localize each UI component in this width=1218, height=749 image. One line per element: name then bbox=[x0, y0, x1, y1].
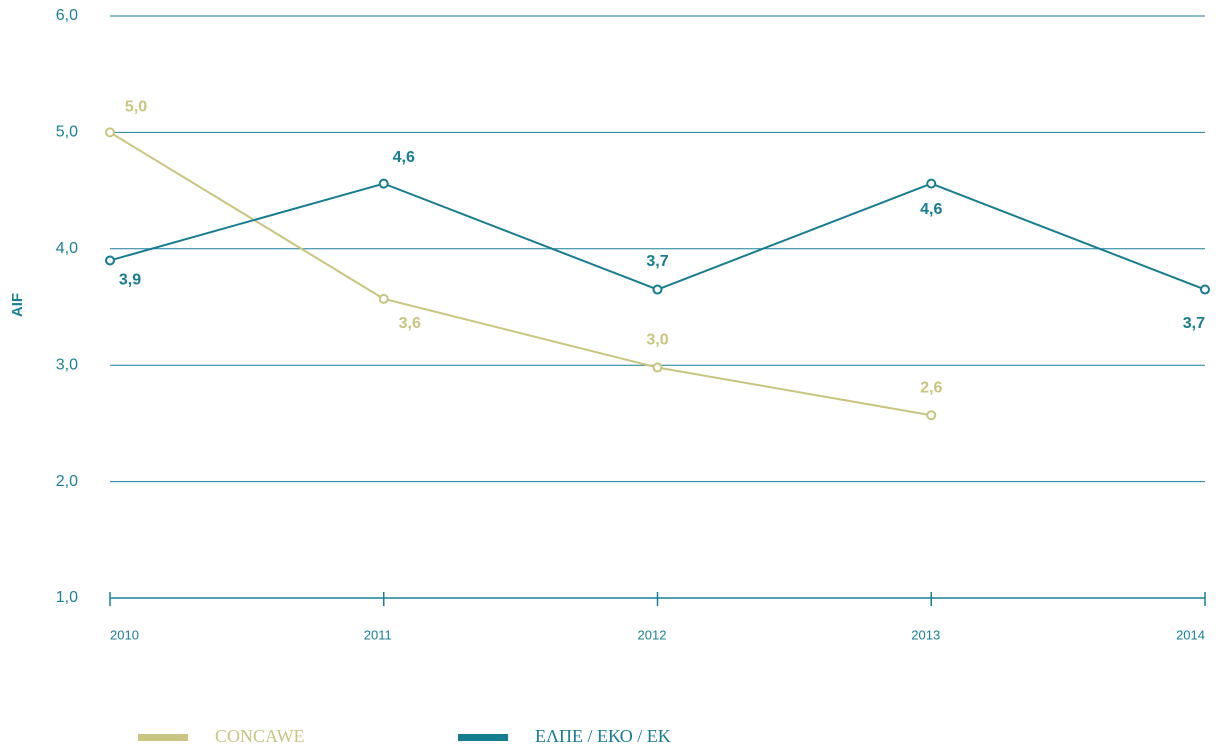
point bbox=[652, 284, 663, 295]
data-label: 3,7 bbox=[1183, 315, 1205, 332]
series-line bbox=[109, 131, 932, 417]
y-tick-label: 3,0 bbox=[56, 356, 78, 373]
y-tick-label: 6,0 bbox=[56, 7, 78, 24]
point bbox=[1200, 284, 1210, 295]
data-label: 3,7 bbox=[646, 253, 668, 270]
legend-label: ΕΛΠΕ / ΕΚΟ / ΕΚ bbox=[535, 726, 671, 746]
x-tick-label: 2014 bbox=[1176, 627, 1205, 642]
point bbox=[105, 127, 115, 138]
point bbox=[105, 255, 115, 266]
y-axis-label: AIF bbox=[9, 293, 26, 317]
data-label: 5,0 bbox=[125, 99, 147, 116]
x-tick-label: 2010 bbox=[110, 627, 139, 642]
x-tick-label: 2013 bbox=[911, 627, 940, 642]
data-label: 4,6 bbox=[920, 201, 942, 218]
y-tick-label: 1,0 bbox=[56, 589, 78, 606]
y-tick-label: 5,0 bbox=[56, 124, 78, 141]
data-label: 3,6 bbox=[399, 315, 421, 332]
point bbox=[378, 293, 389, 304]
point bbox=[378, 178, 389, 189]
legend-label: CONCAWE bbox=[215, 726, 305, 746]
x-tick-label: 2012 bbox=[638, 627, 667, 642]
x-tick-label: 2011 bbox=[364, 627, 392, 642]
data-label: 4,6 bbox=[393, 149, 415, 166]
point bbox=[652, 362, 663, 373]
y-tick-label: 2,0 bbox=[56, 473, 78, 490]
point bbox=[926, 410, 937, 421]
data-label: 3,0 bbox=[646, 332, 668, 349]
point bbox=[926, 178, 937, 189]
legend-swatch bbox=[458, 734, 508, 741]
series-line bbox=[109, 182, 1206, 291]
data-label: 2,6 bbox=[920, 379, 942, 396]
data-label: 3,9 bbox=[119, 272, 141, 289]
y-tick-label: 4,0 bbox=[56, 240, 78, 257]
legend-swatch bbox=[138, 734, 188, 741]
